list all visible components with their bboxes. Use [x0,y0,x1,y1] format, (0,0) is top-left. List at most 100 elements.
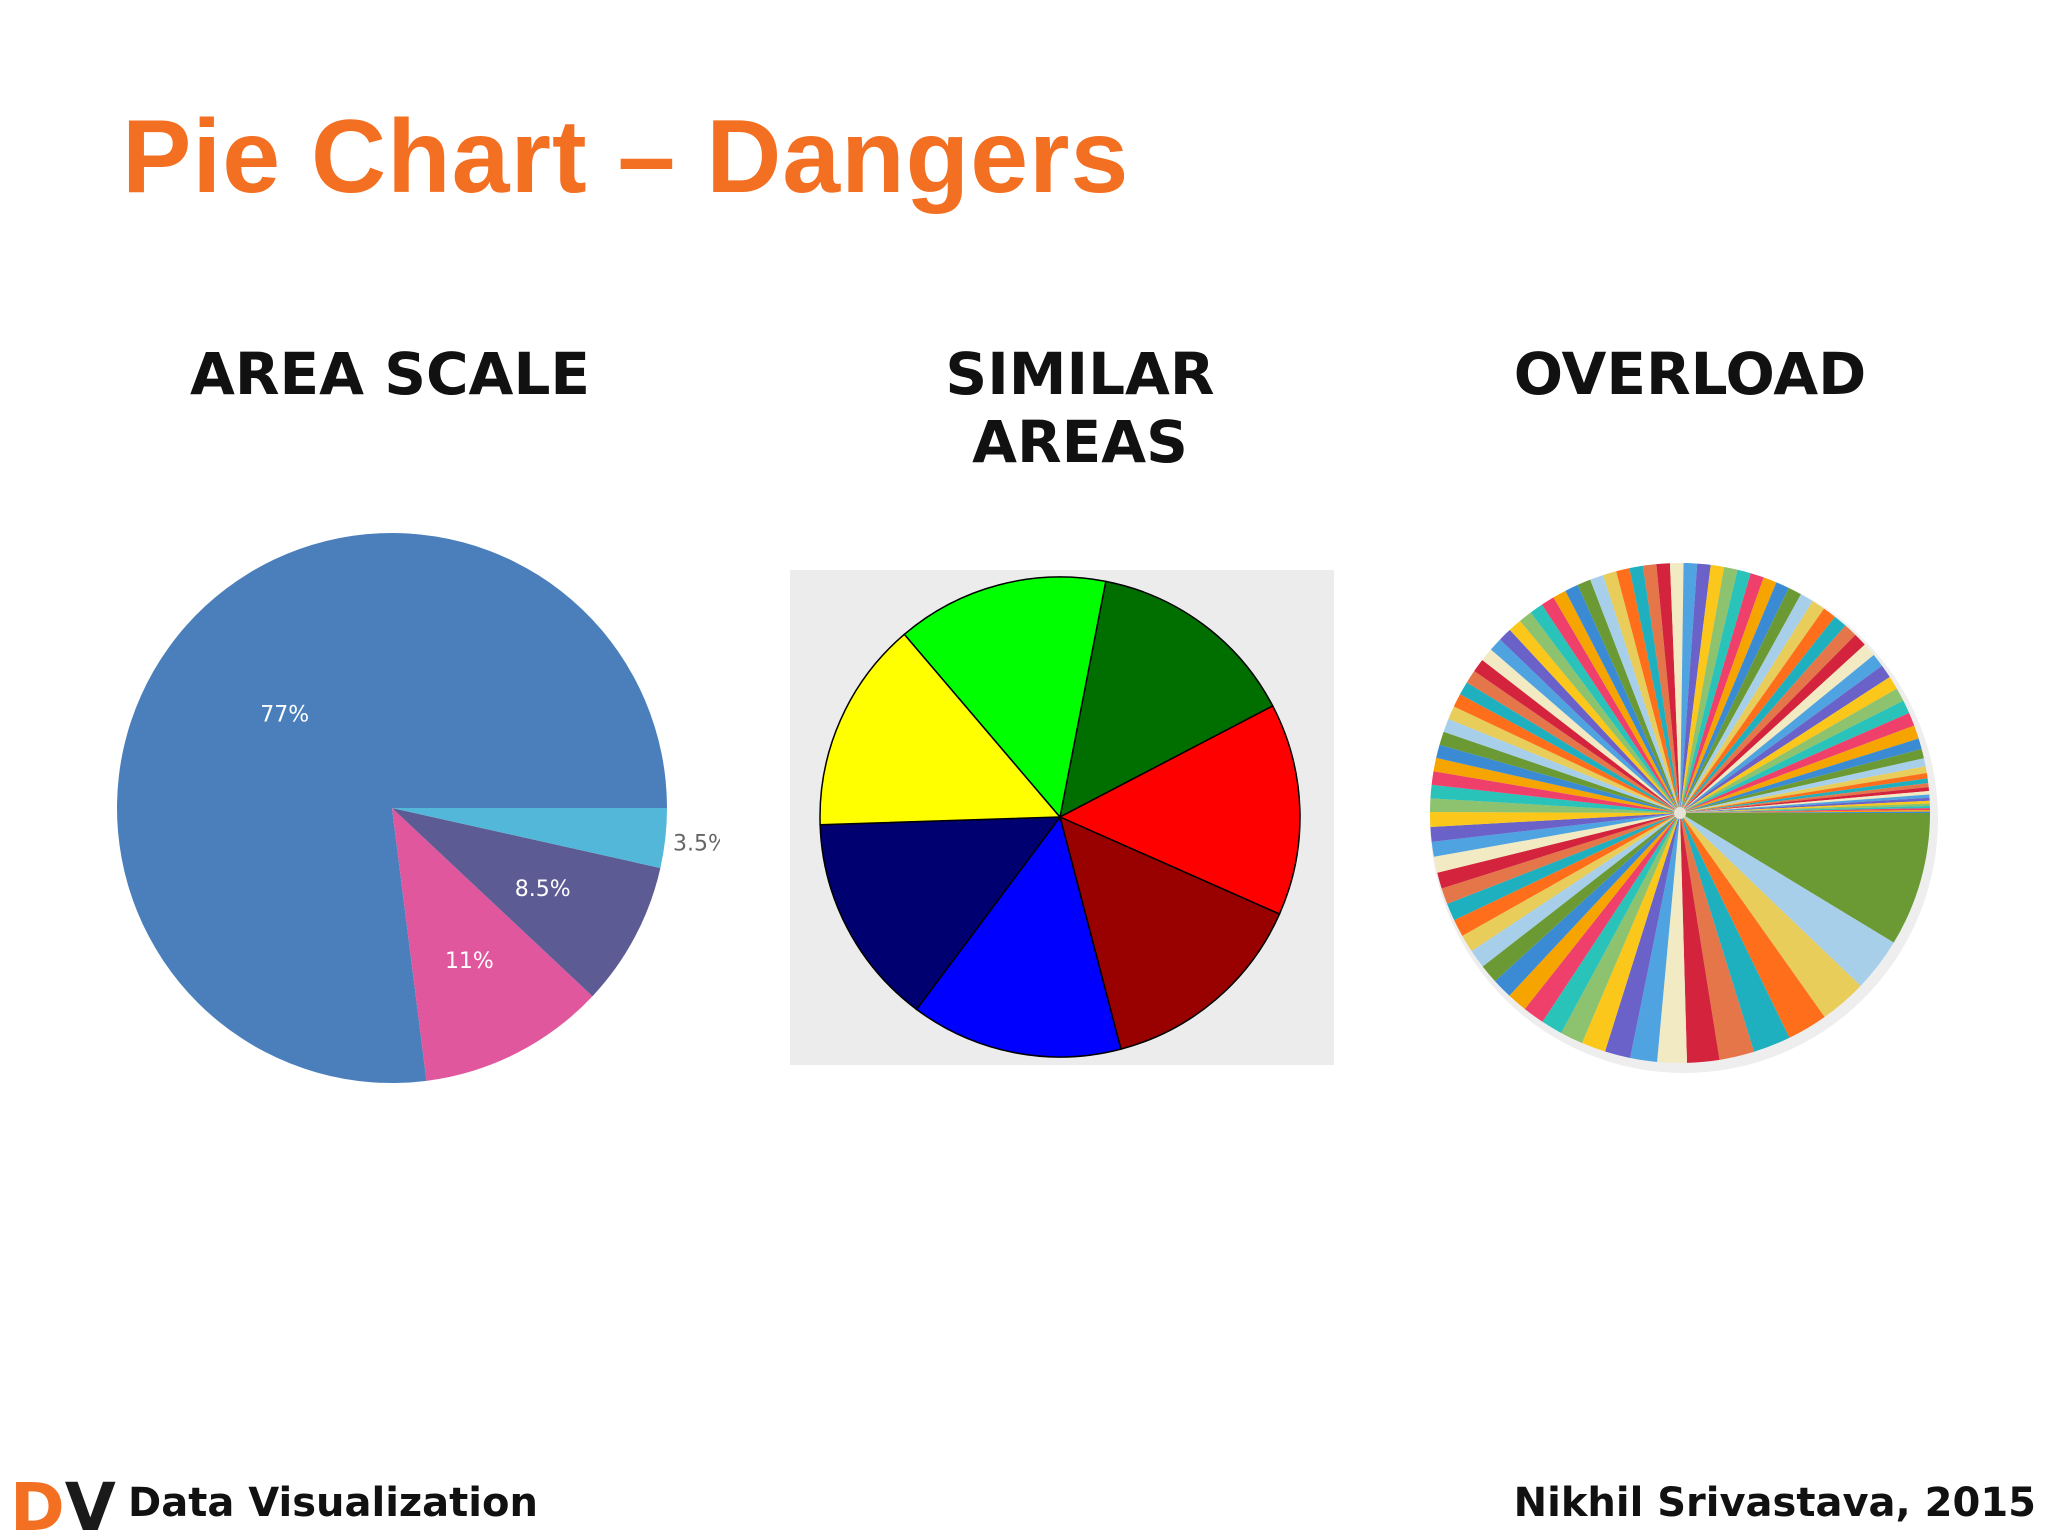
slide-title: Pie Chart – Dangers [122,99,1130,215]
pie-slice [1680,810,1930,813]
dv-logo: DV [10,1470,116,1540]
similar-areas-heading: SIMILAR AREAS [945,340,1215,476]
pie-slice [1474,660,1680,813]
pie-slice [1680,797,1930,813]
pie-slice [1680,573,1764,813]
slice-label: 3.5% [673,831,720,856]
pie-slice [1680,665,1890,813]
pie-slice [819,633,1062,826]
pie-slice [1680,725,1919,813]
pie-slice [1431,813,1680,857]
pie-slice [1680,566,1738,813]
pie-slice [1680,634,1865,813]
similar-areas-pie-chart [790,570,1334,1065]
pie-slice [1680,783,1929,813]
pie-slice [117,532,668,1083]
pie-slice [1642,564,1680,813]
pie-slice [392,808,661,997]
pie-center [1674,807,1686,819]
pie-slice [1466,671,1680,813]
pie-slice [1680,813,1720,1063]
pie-slice [1680,787,1930,813]
area-scale-pie-chart: 77% 11% 8.5% 3.5% [117,532,720,1083]
pie-slice [1582,813,1680,1052]
pie-slice [1680,794,1930,813]
pie-slice [1500,629,1680,813]
pie-slice [1680,748,1924,813]
pie-slice [1680,813,1930,943]
pie-slice [1429,811,1680,827]
pie-slice [392,808,593,1081]
pie-slice [1680,582,1789,813]
pie-slice [1680,778,1929,813]
pie-slice [1603,571,1680,813]
pie-slice [1629,565,1680,813]
pie-slice [1431,771,1680,813]
pie-slice [1656,563,1680,813]
pie-slice [1680,563,1698,813]
overload-heading: OVERLOAD [1513,340,1867,408]
pie-slice [915,815,1122,1058]
pie-slice [1616,568,1680,813]
pie-slice [1453,694,1680,813]
overload-pie-chart [1429,563,1938,1073]
pie-slice [1430,798,1680,813]
pie-slice [1509,813,1680,1009]
pie-slice [1439,731,1680,813]
pie-slice [1459,682,1680,813]
pie-slice [1541,597,1680,813]
pie-slice [1443,718,1680,813]
pie-slice [1430,784,1680,813]
pie-slice [1509,620,1680,813]
pie-slice [1520,612,1680,813]
pie-slice [1680,805,1930,813]
pie-slice [1680,654,1883,813]
pie-slice [1680,700,1910,813]
logo-letter-d: D [10,1470,65,1540]
pie-slice [1680,569,1751,813]
pie-slice [1542,813,1680,1033]
pie-slice [1058,815,1281,1051]
pie-slice [1680,601,1825,813]
pie-slice [1680,813,1894,986]
footer-author: Nikhil Srivastava, 2015 [1513,1480,2036,1526]
pie-slice [1680,808,1930,813]
pie-slice [1565,584,1680,813]
pie-slice [1680,772,1928,813]
pie-slice [1530,604,1680,813]
pie-slice [1490,639,1680,813]
pie-slice [392,808,667,868]
dv-logo-text: DV [10,1470,116,1540]
pie-slice [1680,564,1725,813]
pie-slice [1462,813,1680,951]
pie-slice [1680,738,1922,813]
pie-slice [1680,625,1856,813]
slice-label: 77% [260,702,309,727]
pie-slice [1680,616,1846,813]
slice-label: 11% [445,949,494,974]
pie-slice [1680,608,1835,813]
pie-slice [903,576,1107,819]
pie-slice [1437,813,1680,889]
footer-course-title: Data Visualization [128,1480,538,1526]
pie-slice [1494,813,1680,996]
pie-slice [1482,649,1680,813]
pie-slice [1680,677,1897,813]
logo-letter-v: V [65,1470,116,1540]
pie-slice [1454,813,1680,936]
pie-slice [1433,757,1680,813]
pie-slice [1680,577,1777,813]
pie-slice [1680,587,1801,813]
pie-slice [1680,766,1927,813]
pie-slice [1680,813,1790,1052]
pie-slice [1657,813,1687,1063]
pie-slice [1561,813,1680,1043]
pie-slice [1482,813,1680,982]
pie-slice [1436,744,1680,813]
pie-slice [819,816,1062,1011]
pie-slice [1590,575,1680,813]
pie-slice [1680,563,1711,813]
pie-slice [1577,579,1680,813]
slice-label: 8.5% [515,877,571,902]
pie-slice [1680,803,1930,813]
